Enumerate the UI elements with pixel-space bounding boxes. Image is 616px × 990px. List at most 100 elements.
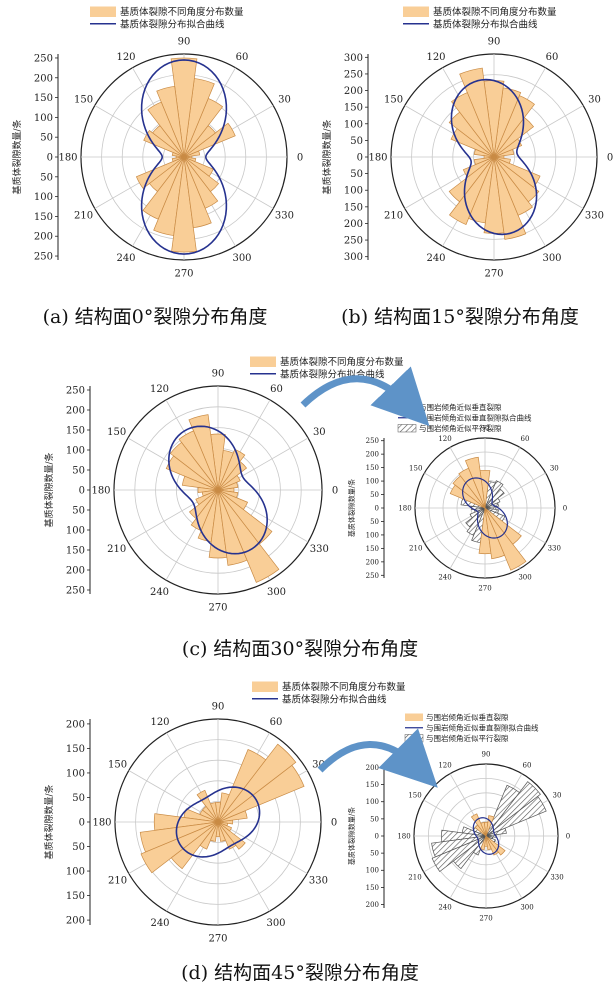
radial-tick-label: 200 [366,901,379,909]
angle-tick-label: 60 [236,52,249,63]
caption-d: (d) 结构面45°裂隙分布角度 [181,962,419,984]
angle-tick-label: 240 [150,587,169,598]
radial-tick-label: 250 [366,437,379,445]
legend-label: 基质体裂隙分布拟合曲线 [433,19,538,31]
bar-count [183,156,212,229]
arrow-d-to-inset [317,728,438,788]
bar-parallel [452,835,487,870]
bar-perpendicular [474,824,487,837]
angle-tick-label: 300 [518,574,531,582]
radial-tick-label: 250 [366,572,379,580]
bar-perpendicular [485,835,506,856]
bar-count [183,122,236,158]
radial-tick-label: 100 [366,478,379,486]
bar-count [217,749,267,823]
angle-tick-label: 210 [74,211,93,222]
angle-tick-label: 330 [309,876,328,887]
angle-tick-label: 0 [607,153,613,164]
angle-tick-label: 330 [550,873,563,881]
bar-count [171,151,185,158]
radial-tick-label: 250 [34,252,53,263]
legend-swatch-bars [90,6,116,17]
bar-perpendicular [449,484,486,509]
polar-spoke [485,835,549,873]
radial-tick-label: 200 [366,558,379,566]
radial-tick-label: 50 [350,169,363,180]
radial-tick-label: 100 [66,768,85,779]
angle-tick-label: 30 [278,95,291,106]
radial-tick-label: 50 [350,136,363,147]
angle-tick-label: 210 [409,544,422,552]
radial-tick-label: 150 [66,891,85,902]
radial-tick-label: 100 [366,798,379,806]
radial-tick-label: 150 [344,103,363,114]
bar-count [493,156,533,216]
angle-tick-label: 330 [310,544,329,555]
legend-swatch-parallel [404,734,424,743]
angle-tick-label: 180 [58,153,77,164]
bar-count [178,430,219,491]
angle-tick-label: 60 [523,761,532,769]
y-axis-label: 基质体裂隙数量/条 [11,119,23,194]
angle-tick-label: 90 [212,702,225,713]
angle-tick-label: 120 [426,52,445,63]
radial-tick-label: 150 [366,545,379,553]
angle-tick-label: 150 [107,427,126,438]
radial-tick-label: 150 [366,781,379,789]
bar-count [493,156,541,188]
angle-tick-label: 60 [521,435,530,443]
fit-curve [472,817,500,855]
legend-label: 与围岩倾角近似垂直裂隙拟合曲线 [426,723,539,733]
bar-count [156,85,185,158]
legend-label: 与围岩倾角近似平行裂隙 [426,733,509,743]
bar-count [147,101,185,158]
angle-tick-label: 180 [397,832,410,840]
bar-parallel [485,781,541,837]
radial-tick-label: 100 [66,526,85,537]
radial-tick-label: 100 [366,531,379,539]
bar-count [459,67,495,158]
angle-tick-label: 60 [270,384,283,395]
bar-count [217,489,273,545]
panel-d: 0 30 60 90 120 150 180 210 240 270 300 330 200 150 100… [43,681,406,945]
radial-tick-label: 50 [72,793,85,804]
arrow-c-to-inset [300,366,430,427]
bar-count [196,789,219,823]
radial-tick-label: 100 [66,867,85,878]
radial-tick-label: 250 [66,586,85,597]
radial-tick-label: 200 [34,232,53,243]
radial-tick-label: 150 [66,426,85,437]
legend-label: 基质体裂隙不同角度分布数量 [282,681,406,693]
angle-tick-label: 240 [438,903,451,911]
radial-tick-label: 50 [370,850,379,858]
radial-tick-label: 0 [375,832,379,840]
radial-tick-label: 0 [79,486,85,497]
legend-swatch-parallel [397,424,417,433]
radial-tick-label: 50 [40,172,53,183]
bar-count [493,156,527,240]
angle-tick-label: 300 [542,253,561,264]
fit-curve [450,78,538,236]
angle-tick-label: 300 [232,253,251,264]
angle-tick-label: 120 [150,717,169,728]
radial-tick-label: 250 [344,236,363,247]
radial-tick-label: 200 [66,406,85,417]
angle-tick-label: 90 [481,424,490,432]
angle-tick-label: 300 [266,918,285,929]
bar-count [170,821,219,870]
radial-tick-label: 100 [344,119,363,130]
legend-label: 与围岩倾角近似垂直裂隙 [426,712,509,722]
bar-parallel [484,507,499,514]
radial-tick-label: 250 [66,386,85,397]
radial-tick-label: 150 [34,93,53,104]
caption-c: (c) 结构面30°裂隙分布角度 [182,638,418,660]
angle-tick-label: 240 [438,574,451,582]
radial-tick-label: 150 [366,884,379,892]
bar-count [183,156,220,193]
bar-parallel [431,835,487,872]
angle-tick-label: 240 [150,918,169,929]
angle-tick-label: 90 [212,369,225,380]
angle-tick-label: 60 [546,52,559,63]
radial-tick-label: 50 [370,815,379,823]
bar-count [217,489,280,583]
